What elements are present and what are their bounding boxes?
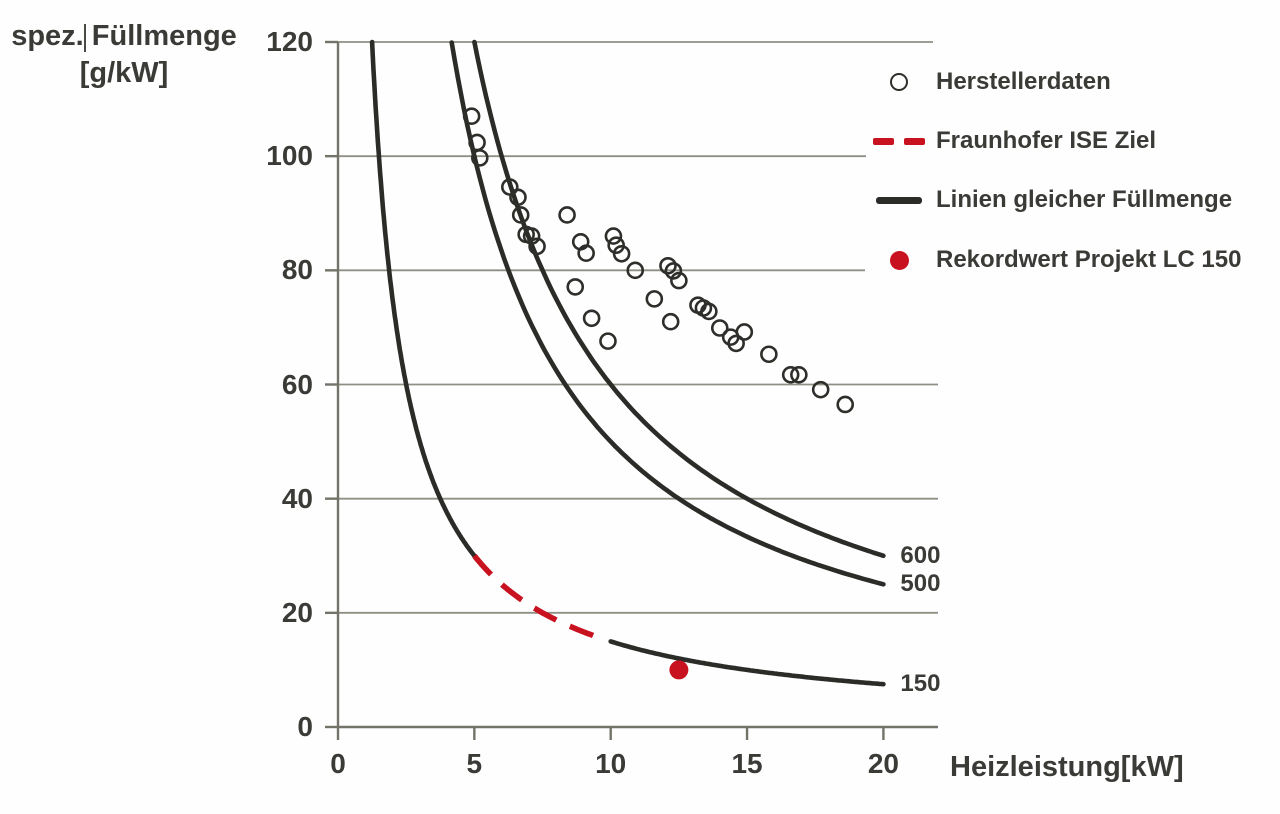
herstellerdaten-point xyxy=(727,334,745,353)
record-point-lc150 xyxy=(669,660,689,680)
herstellerdaten-point xyxy=(604,227,623,245)
legend-item-fraunhofer-ise-ziel: Fraunhofer ISE Ziel xyxy=(870,122,1156,160)
y-tick-label-100: 100 xyxy=(266,140,313,172)
x-tick-label-20: 20 xyxy=(867,748,899,779)
curve-label-150: 150 xyxy=(900,670,941,698)
legend-item-rekordwert-projekt-lc-150: Rekordwert Projekt LC 150 xyxy=(870,241,1241,279)
x-axis-title: Heizleistung[kW] xyxy=(950,751,1184,783)
herstellerdaten-point xyxy=(760,345,778,364)
herstellerdaten-point xyxy=(566,278,585,296)
herstellerdaten-point xyxy=(781,365,800,384)
y-tick-label-0: 0 xyxy=(297,711,313,742)
herstellerdaten-point xyxy=(836,395,855,414)
herstellerdaten-point xyxy=(661,312,680,331)
y-tick-label-80: 80 xyxy=(281,254,313,286)
y-tick-label-20: 20 xyxy=(281,596,313,628)
legend-label: Linien gleicher Füllmenge xyxy=(936,186,1233,213)
y-tick-label-40: 40 xyxy=(281,482,313,514)
herstellerdaten-point xyxy=(558,206,576,224)
stray-vertical-line xyxy=(84,24,86,52)
herstellerdaten-point xyxy=(462,107,481,126)
x-tick-label-15: 15 xyxy=(731,748,763,779)
herstellerdaten-point xyxy=(612,244,631,263)
herstellerdaten-point xyxy=(599,332,617,350)
herstellerdaten-point xyxy=(790,365,808,384)
black-solid-line-icon xyxy=(870,196,928,204)
iso-curve-150-x1.25 xyxy=(369,39,477,559)
herstellerdaten-point xyxy=(577,244,595,263)
herstellerdaten-point xyxy=(509,188,527,207)
y-axis-title-text: spez. Füllmenge xyxy=(11,20,237,52)
y-axis-title: spez. Füllmenge [g/kW] xyxy=(8,18,240,92)
herstellerdaten-point xyxy=(626,261,645,280)
iso-curve-500-x4.17 xyxy=(449,40,886,587)
herstellerdaten-point xyxy=(471,149,489,167)
herstellerdaten-point xyxy=(528,237,546,256)
legend-item-linien-gleicher-fuellmenge: Linien gleicher Füllmenge xyxy=(870,181,1232,219)
herstellerdaten-point xyxy=(735,323,754,341)
curve-label-500: 500 xyxy=(900,570,941,598)
herstellerdaten-point xyxy=(659,256,677,275)
open-circle-icon xyxy=(870,73,928,91)
herstellerdaten-point xyxy=(700,302,718,321)
herstellerdaten-point xyxy=(522,227,541,245)
x-tick-label-10: 10 xyxy=(595,748,627,779)
y-tick-label-120: 120 xyxy=(266,26,313,57)
x-tick-label-5: 5 xyxy=(466,748,483,779)
iso-curve-150-x10 xyxy=(608,639,886,687)
red-dashed-line-icon xyxy=(870,137,928,145)
herstellerdaten-point xyxy=(645,290,664,308)
legend-label: Herstellerdaten xyxy=(936,68,1111,95)
iso-curve-600-x5 xyxy=(472,39,886,559)
herstellerdaten-point xyxy=(607,236,625,255)
herstellerdaten-point xyxy=(670,271,688,290)
herstellerdaten-point xyxy=(582,309,601,328)
y-axis-unit: [g/kW] xyxy=(79,57,169,89)
legend-label: Fraunhofer ISE Ziel xyxy=(936,127,1157,154)
x-tick-label-0: 0 xyxy=(330,748,346,779)
herstellerdaten-point xyxy=(811,380,830,399)
red-filled-dot-icon xyxy=(870,250,928,270)
legend-label: Rekordwert Projekt LC 150 xyxy=(936,246,1242,273)
y-tick-label-60: 60 xyxy=(281,368,313,400)
herstellerdaten-point xyxy=(664,262,683,280)
herstellerdaten-point xyxy=(511,206,530,224)
legend-item-herstellerdaten: Herstellerdaten xyxy=(870,63,1111,101)
curve-label-600: 600 xyxy=(900,541,941,569)
fraunhofer-target-curve xyxy=(472,554,607,643)
herstellerdaten-point xyxy=(710,319,729,337)
